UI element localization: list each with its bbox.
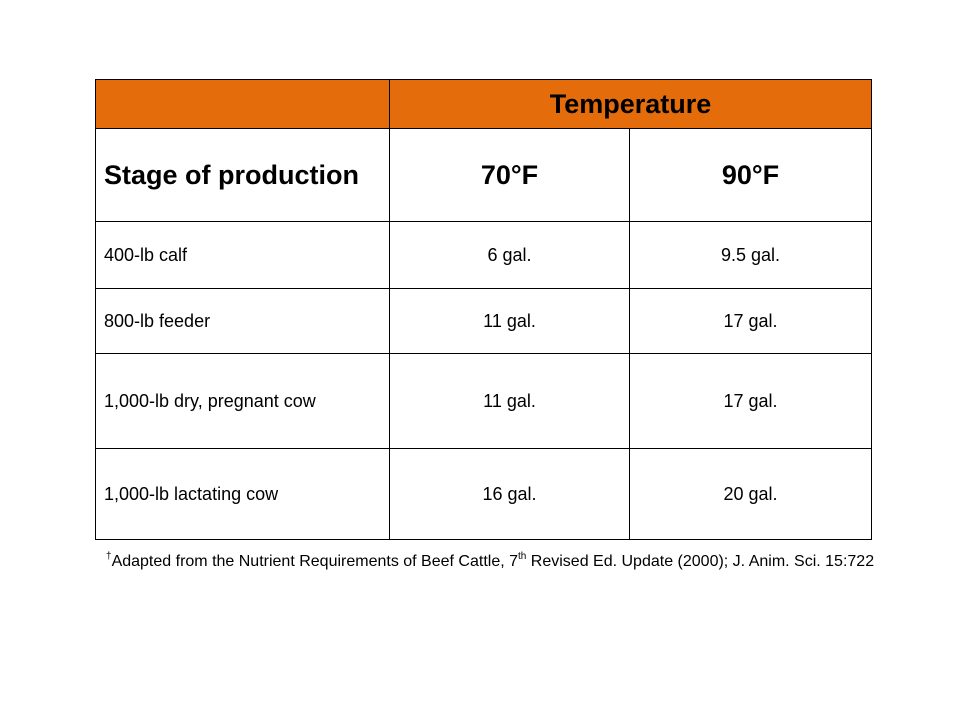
value-70-cell: 16 gal. <box>389 448 630 540</box>
footnote-superscript: th <box>518 550 527 562</box>
value-70-cell: 6 gal. <box>389 221 630 289</box>
stage-cell: 400-lb calf <box>95 221 390 289</box>
source-footnote: †Adapted from the Nutrient Requirements … <box>106 550 876 574</box>
value-70-cell: 11 gal. <box>389 353 630 449</box>
stage-cell: 800-lb feeder <box>95 288 390 354</box>
stage-cell: 1,000-lb lactating cow <box>95 448 390 540</box>
table-row: 800-lb feeder 11 gal. 17 gal. <box>95 288 872 354</box>
value-90-cell: 17 gal. <box>629 353 872 449</box>
table-header-row: Temperature <box>95 79 872 129</box>
footnote-text-before: Adapted from the Nutrient Requirements o… <box>111 553 518 570</box>
value-90-cell: 9.5 gal. <box>629 221 872 289</box>
table-row: 400-lb calf 6 gal. 9.5 gal. <box>95 221 872 289</box>
temp-col-70: 70°F <box>389 128 630 222</box>
stage-cell: 1,000-lb dry, pregnant cow <box>95 353 390 449</box>
temperature-header: Temperature <box>389 79 872 129</box>
table-row: 1,000-lb dry, pregnant cow 11 gal. 17 ga… <box>95 353 872 449</box>
dagger-mark: † <box>106 550 112 562</box>
water-requirements-table: Temperature Stage of production 70°F 90°… <box>95 79 872 540</box>
value-90-cell: 17 gal. <box>629 288 872 354</box>
value-90-cell: 20 gal. <box>629 448 872 540</box>
stage-header: Stage of production <box>95 128 390 222</box>
table-row: 1,000-lb lactating cow 16 gal. 20 gal. <box>95 448 872 540</box>
value-70-cell: 11 gal. <box>389 288 630 354</box>
footnote-text-after: Revised Ed. Update (2000); J. Anim. Sci.… <box>526 553 875 570</box>
temp-col-90: 90°F <box>629 128 872 222</box>
column-header-row: Stage of production 70°F 90°F <box>95 128 872 222</box>
header-empty-cell <box>95 79 390 129</box>
